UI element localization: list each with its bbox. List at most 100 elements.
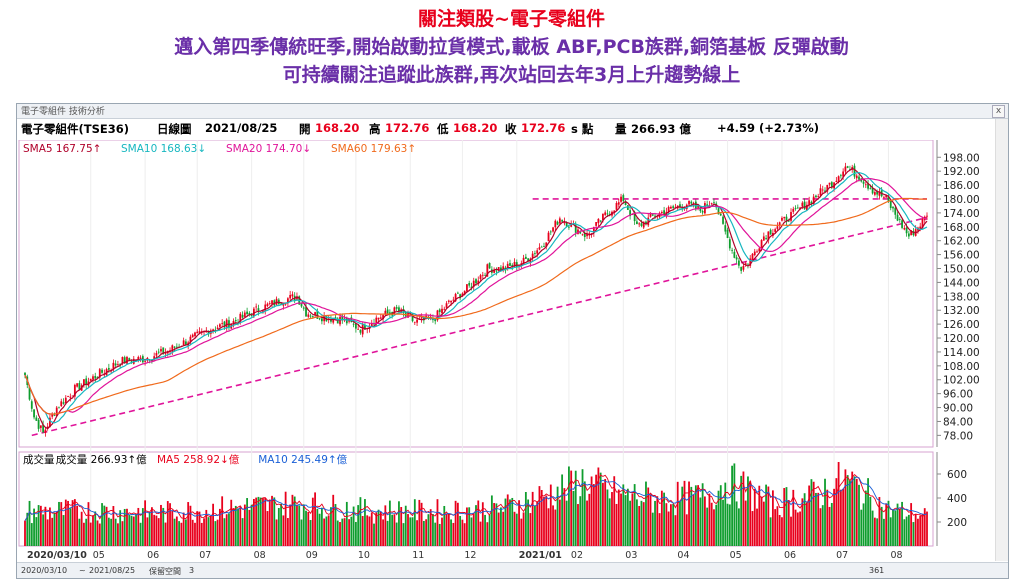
candle-body bbox=[919, 226, 922, 229]
candle-body bbox=[488, 262, 491, 269]
candle-body bbox=[191, 334, 194, 338]
reserve-space-field[interactable]: 3 bbox=[189, 566, 195, 575]
volume-bar bbox=[49, 507, 51, 546]
volume-bar bbox=[790, 516, 792, 546]
volume-bar bbox=[441, 517, 443, 546]
period-label[interactable]: 日線圖 bbox=[157, 122, 192, 136]
volume-bar bbox=[753, 488, 756, 546]
candle-body bbox=[903, 228, 906, 230]
candle-body bbox=[85, 378, 88, 385]
candle-body bbox=[323, 316, 326, 322]
volume-legend-item: MA5 258.92↓億 bbox=[157, 453, 240, 466]
volume-bar bbox=[842, 488, 845, 546]
vertical-scrollbar[interactable] bbox=[995, 119, 1008, 561]
candle-body bbox=[55, 407, 58, 416]
candle-body bbox=[638, 223, 641, 225]
candle-body bbox=[690, 201, 693, 204]
volume-bar bbox=[76, 505, 79, 546]
volume-bar bbox=[883, 518, 885, 546]
price-tick-label: 126.00 bbox=[943, 319, 980, 331]
candle-body bbox=[697, 206, 700, 208]
volume-bar bbox=[484, 514, 486, 546]
candle-body bbox=[878, 191, 881, 196]
candle-body bbox=[189, 336, 192, 343]
candle-body bbox=[629, 210, 632, 217]
candle-body bbox=[454, 293, 457, 302]
candle-body bbox=[484, 274, 486, 276]
range-end-field[interactable]: 2021/08/25 bbox=[89, 566, 136, 575]
volume-bar bbox=[130, 515, 133, 546]
candle-body bbox=[769, 229, 772, 235]
volume-bar bbox=[316, 508, 319, 546]
volume-bar bbox=[320, 507, 323, 546]
candle-body bbox=[554, 220, 557, 228]
volume-bar bbox=[282, 515, 285, 546]
candle-body bbox=[885, 195, 888, 198]
candle-body bbox=[30, 401, 33, 409]
uptrend-line bbox=[31, 216, 928, 437]
candle-body bbox=[398, 307, 400, 312]
candle-body bbox=[400, 309, 403, 314]
window-tab-title[interactable]: 電子零組件 技術分析 bbox=[21, 107, 105, 117]
volume-bar bbox=[60, 502, 63, 546]
price-tick-label: 120.00 bbox=[943, 333, 980, 345]
candle-body bbox=[393, 307, 396, 315]
volume-bar bbox=[688, 481, 690, 546]
volume-bar bbox=[354, 521, 357, 546]
volume-bar bbox=[239, 506, 242, 546]
candle-body bbox=[509, 263, 511, 266]
volume-bar bbox=[39, 505, 42, 546]
candle-body bbox=[291, 294, 294, 297]
volume-bar bbox=[572, 490, 575, 546]
range-start-field[interactable]: 2020/03/10 bbox=[21, 566, 68, 575]
candle-body bbox=[767, 231, 770, 241]
candle-body bbox=[83, 379, 85, 386]
candle-body bbox=[808, 200, 811, 205]
close-icon[interactable]: x bbox=[992, 105, 1005, 118]
volume-bar bbox=[300, 519, 303, 546]
volume-bar bbox=[425, 519, 428, 546]
volume-bar bbox=[921, 513, 924, 546]
volume-bar bbox=[629, 500, 632, 546]
volume-bar bbox=[724, 482, 727, 546]
candle-body bbox=[774, 229, 777, 232]
candle-body bbox=[839, 175, 842, 177]
volume-bar bbox=[178, 521, 181, 546]
candle-body bbox=[382, 315, 384, 320]
candle-body bbox=[266, 303, 269, 306]
volume-bar bbox=[357, 505, 360, 546]
candle-body bbox=[341, 315, 344, 320]
volume-bar bbox=[771, 490, 774, 546]
candle-body bbox=[592, 227, 595, 233]
volume-bar bbox=[812, 481, 815, 546]
candle-body bbox=[286, 298, 289, 303]
candle-body bbox=[28, 386, 31, 400]
candle-body bbox=[402, 309, 405, 313]
candle-body bbox=[597, 218, 600, 224]
volume-bar bbox=[203, 518, 205, 546]
candle-body bbox=[688, 200, 690, 205]
volume-bar bbox=[728, 504, 731, 546]
candle-body bbox=[497, 267, 500, 271]
volume-bar bbox=[717, 490, 720, 546]
window-titlebar: 電子零組件 技術分析 x bbox=[17, 104, 1008, 119]
volume-bar bbox=[341, 518, 344, 546]
candle-body bbox=[835, 180, 838, 183]
candle-body bbox=[354, 323, 357, 329]
volume-bar bbox=[917, 518, 919, 546]
candle-body bbox=[296, 296, 298, 300]
volume-bar bbox=[511, 497, 514, 546]
volume-bar bbox=[318, 513, 321, 546]
volume-bar bbox=[293, 496, 296, 546]
volume-bar bbox=[146, 517, 149, 546]
candle-body bbox=[49, 417, 51, 427]
volume-bar bbox=[119, 510, 122, 546]
chart-area[interactable]: 198.00 192.00 186.00 180.00 174.00 168.00 162.… bbox=[17, 140, 983, 560]
candle-body bbox=[527, 258, 530, 262]
volume-moving-averages bbox=[24, 473, 928, 521]
volume-bar bbox=[885, 503, 888, 546]
candle-body bbox=[710, 203, 713, 205]
volume-bar bbox=[518, 500, 520, 546]
candle-body bbox=[477, 280, 480, 285]
volume-bar bbox=[824, 478, 826, 546]
